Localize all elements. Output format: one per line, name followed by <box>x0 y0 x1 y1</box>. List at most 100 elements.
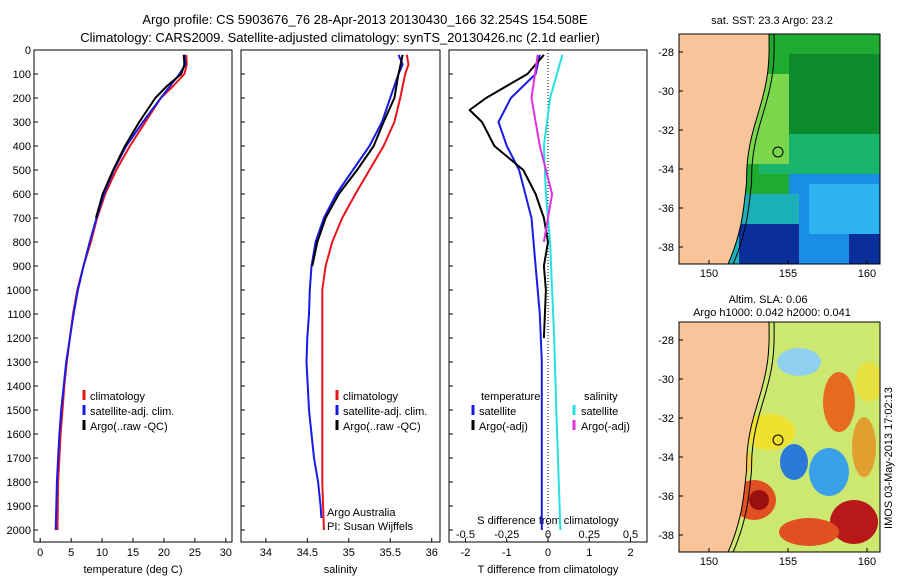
land-mass <box>679 322 770 552</box>
x-tick-label: 25 <box>189 547 201 559</box>
top-tick-label: 0.25 <box>579 529 600 541</box>
top-axis-label: S difference from climatology <box>477 515 619 527</box>
sla-anomaly <box>852 417 876 477</box>
y-tick-label: 2000 <box>7 525 31 537</box>
legend-label: Argo(-adj) <box>479 421 528 433</box>
x-tick-label: -2 <box>461 547 471 559</box>
lon-tick-label: 155 <box>779 556 797 568</box>
top-tick-label: 0 <box>545 529 551 541</box>
side-stamp: IMOS 03-May-2013 17:02:13 <box>883 387 895 529</box>
sla-map: -28 -30 -32 -34 -36 -38 150 155 160 <box>658 321 881 568</box>
series-line <box>468 54 549 339</box>
y-tick-label: 1000 <box>7 285 31 297</box>
top-tick-label: -0.25 <box>494 529 519 541</box>
y-tick-label: 900 <box>13 261 31 273</box>
panel-frame <box>33 49 233 543</box>
x-tick-label: 1 <box>586 547 592 559</box>
legend-label: salinity <box>584 391 618 403</box>
sla-anomaly <box>780 444 808 480</box>
y-tick-label: 1300 <box>7 357 31 369</box>
lat-tick-label: -36 <box>658 491 674 503</box>
x-tick-label: 30 <box>220 547 232 559</box>
sst-patch <box>739 224 799 264</box>
x-tick-label: 36 <box>426 547 438 559</box>
sla-map-title-1: Altim. SLA: 0.06 <box>729 294 808 306</box>
lat-tick-label: -32 <box>658 413 674 425</box>
series-line <box>94 54 186 219</box>
legend-label: satellite-adj. clim. <box>343 406 427 418</box>
map-frame <box>678 33 881 265</box>
y-tick-label: 1700 <box>7 453 31 465</box>
map-field <box>679 34 880 264</box>
lat-tick-label: -28 <box>658 47 674 59</box>
sla-anomaly <box>743 414 795 450</box>
x-tick-label: 0 <box>37 547 43 559</box>
sst-patch <box>789 54 880 134</box>
sla-anomaly <box>749 490 769 510</box>
sst-patch <box>809 184 879 234</box>
y-tick-label: 1600 <box>7 429 31 441</box>
legend-label: climatology <box>343 391 399 403</box>
legend-label: Argo(-adj) <box>581 421 630 433</box>
panel-frame <box>240 49 441 543</box>
series-line <box>54 54 187 531</box>
series-line <box>530 54 554 243</box>
x-axis-label: salinity <box>324 564 358 576</box>
y-tick-label: 400 <box>13 141 31 153</box>
legend-label: satellite <box>479 406 516 418</box>
series-line <box>542 54 564 531</box>
y-tick-label: 1800 <box>7 477 31 489</box>
legend-label: climatology <box>90 391 146 403</box>
lat-tick-label: -38 <box>658 530 674 542</box>
annotation: Argo Australia <box>327 507 396 519</box>
annotation: PI: Susan Wijffels <box>327 521 413 533</box>
map-frame <box>678 321 881 553</box>
x-tick-label: 2 <box>627 547 633 559</box>
lat-tick-label: -28 <box>658 335 674 347</box>
legend-label: satellite-adj. clim. <box>90 406 174 418</box>
lat-tick-label: -34 <box>658 452 674 464</box>
sla-anomaly <box>777 348 821 376</box>
y-tick-label: 1100 <box>7 309 31 321</box>
argo-location-marker <box>772 146 784 158</box>
x-tick-label: 15 <box>127 547 139 559</box>
x-tick-label: 34.5 <box>297 547 318 559</box>
y-tick-label: 200 <box>13 93 31 105</box>
land-mass <box>679 34 770 264</box>
series-line <box>321 54 410 531</box>
x-tick-label: 35.5 <box>380 547 401 559</box>
x-tick-label: -1 <box>502 547 512 559</box>
y-tick-label: 800 <box>13 237 31 249</box>
shelf-contour <box>732 34 775 264</box>
sst-patch <box>849 234 880 264</box>
x-axis-label: temperature (deg C) <box>83 564 182 576</box>
y-tick-label: 600 <box>13 189 31 201</box>
y-tick-label: 0 <box>25 45 31 57</box>
sla-anomaly <box>855 362 880 402</box>
lat-tick-label: -38 <box>658 242 674 254</box>
sst-map-title: sat. SST: 23.3 Argo: 23.2 <box>711 15 833 27</box>
legend-label: satellite <box>581 406 618 418</box>
map-field <box>679 322 880 552</box>
y-tick-label: 500 <box>13 165 31 177</box>
legend-label: Argo(..raw -QC) <box>90 421 168 433</box>
y-tick-label: 700 <box>13 213 31 225</box>
x-tick-label: 34 <box>260 547 272 559</box>
top-tick-label: -0.5 <box>456 529 475 541</box>
y-tick-label: 1400 <box>7 381 31 393</box>
y-tick-label: 1500 <box>7 405 31 417</box>
x-tick-label: 10 <box>96 547 108 559</box>
sla-map-title-2: Argo h1000: 0.042 h2000: 0.041 <box>693 307 851 319</box>
lon-tick-label: 150 <box>700 268 718 280</box>
lon-tick-label: 150 <box>700 556 718 568</box>
profile-panel-3: -2 -1 0 1 2 T difference from climatology -0.5… <box>448 49 648 576</box>
argo-location-marker <box>772 434 784 446</box>
lat-tick-label: -34 <box>658 164 674 176</box>
profile-panel-1: 0100200300400500600700800900100011001200… <box>7 45 233 576</box>
lon-tick-label: 160 <box>858 268 876 280</box>
legend-label: temperature <box>481 391 540 403</box>
sla-anomaly <box>823 372 855 432</box>
sla-anomaly <box>830 500 878 544</box>
sst-map: -28 -30 -32 -34 -36 -38 150 155 160 <box>658 33 881 280</box>
